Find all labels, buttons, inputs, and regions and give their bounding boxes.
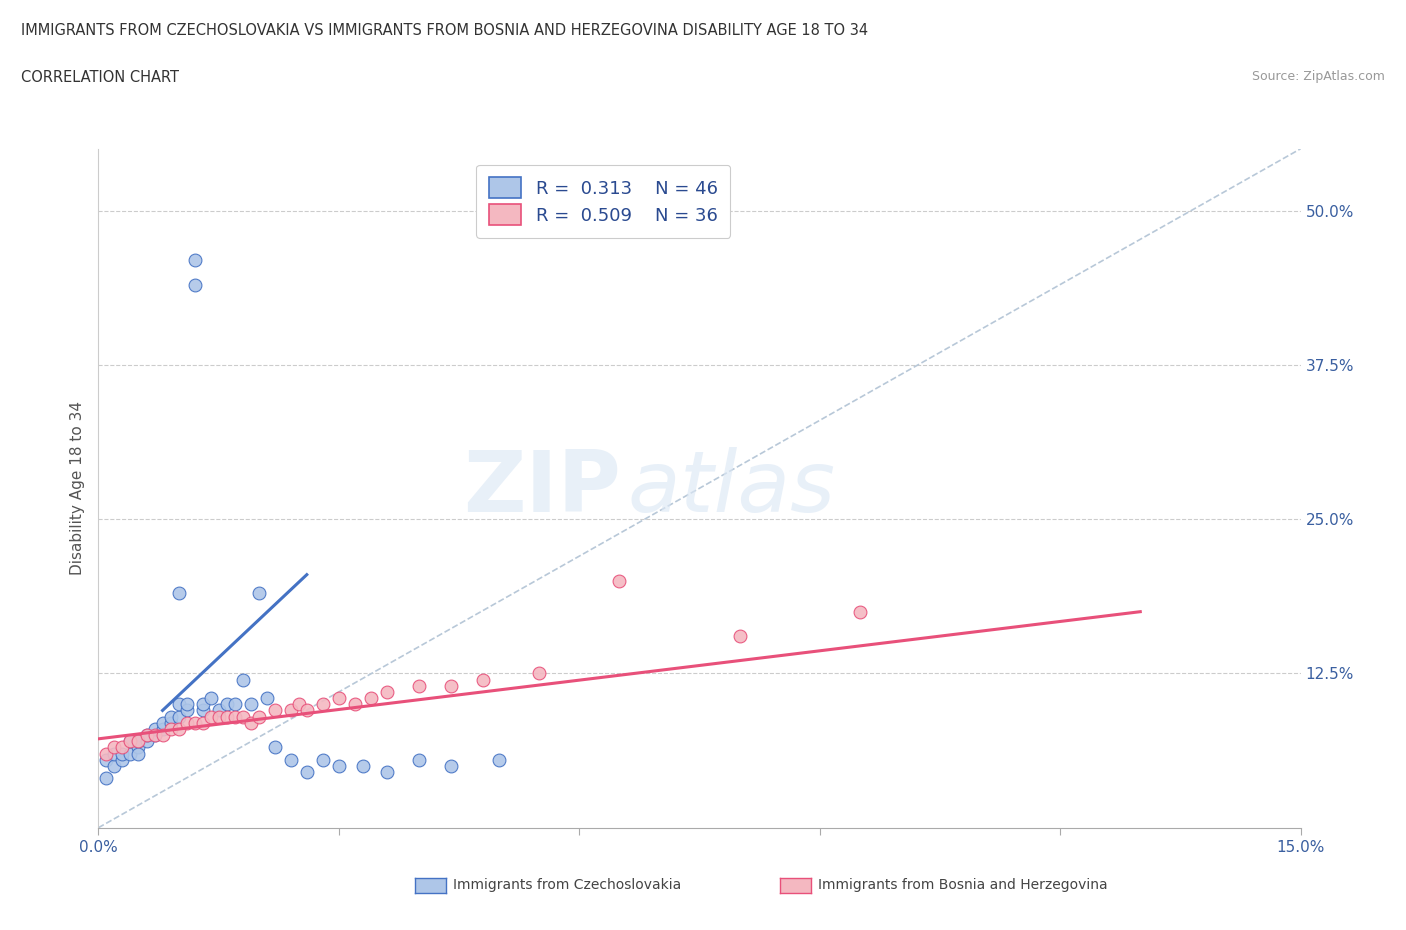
- Point: [143, 727, 166, 742]
- Point: [360, 691, 382, 706]
- Point: [328, 691, 350, 706]
- Point: [529, 666, 551, 681]
- Point: [103, 746, 125, 761]
- Point: [128, 734, 150, 749]
- Point: [408, 752, 430, 767]
- Point: [143, 727, 166, 742]
- Legend: R =  0.313    N = 46, R =  0.509    N = 36: R = 0.313 N = 46, R = 0.509 N = 36: [477, 165, 731, 238]
- Point: [408, 678, 430, 693]
- Point: [208, 710, 231, 724]
- Point: [256, 691, 278, 706]
- Point: [440, 678, 463, 693]
- Point: [849, 604, 872, 619]
- Point: [103, 740, 125, 755]
- Point: [167, 586, 190, 601]
- Y-axis label: Disability Age 18 to 34: Disability Age 18 to 34: [69, 401, 84, 576]
- Point: [472, 672, 495, 687]
- Point: [280, 752, 302, 767]
- Point: [167, 722, 190, 737]
- Point: [232, 672, 254, 687]
- Point: [96, 746, 118, 761]
- Point: [215, 710, 238, 724]
- Point: [143, 722, 166, 737]
- Point: [263, 703, 285, 718]
- Point: [167, 710, 190, 724]
- Point: [200, 710, 222, 724]
- Point: [128, 734, 150, 749]
- Point: [191, 715, 214, 730]
- Point: [128, 746, 150, 761]
- Point: [247, 586, 270, 601]
- Point: [375, 764, 398, 779]
- Point: [120, 734, 142, 749]
- Text: Immigrants from Bosnia and Herzegovina: Immigrants from Bosnia and Herzegovina: [818, 878, 1108, 893]
- Point: [191, 703, 214, 718]
- Point: [176, 703, 198, 718]
- Text: atlas: atlas: [627, 446, 835, 530]
- Point: [375, 684, 398, 699]
- Point: [183, 277, 205, 292]
- Point: [135, 727, 157, 742]
- Point: [224, 697, 246, 711]
- Point: [183, 252, 205, 267]
- Text: Immigrants from Czechoslovakia: Immigrants from Czechoslovakia: [453, 878, 681, 893]
- Point: [183, 715, 205, 730]
- Text: IMMIGRANTS FROM CZECHOSLOVAKIA VS IMMIGRANTS FROM BOSNIA AND HERZEGOVINA DISABIL: IMMIGRANTS FROM CZECHOSLOVAKIA VS IMMIGR…: [21, 23, 869, 38]
- Point: [176, 697, 198, 711]
- Point: [312, 752, 335, 767]
- Point: [440, 759, 463, 774]
- Point: [343, 697, 366, 711]
- Point: [208, 703, 231, 718]
- Point: [232, 710, 254, 724]
- Point: [247, 710, 270, 724]
- Point: [111, 740, 134, 755]
- Point: [215, 697, 238, 711]
- Point: [312, 697, 335, 711]
- Point: [263, 740, 285, 755]
- Point: [96, 752, 118, 767]
- Point: [352, 759, 374, 774]
- Point: [111, 752, 134, 767]
- Point: [167, 697, 190, 711]
- Text: CORRELATION CHART: CORRELATION CHART: [21, 70, 179, 85]
- Point: [96, 771, 118, 786]
- Point: [103, 759, 125, 774]
- Text: ZIP: ZIP: [464, 446, 621, 530]
- Point: [128, 740, 150, 755]
- Point: [152, 715, 174, 730]
- Text: Source: ZipAtlas.com: Source: ZipAtlas.com: [1251, 70, 1385, 83]
- Point: [200, 691, 222, 706]
- Point: [239, 715, 262, 730]
- Point: [135, 734, 157, 749]
- Point: [728, 629, 751, 644]
- Point: [135, 727, 157, 742]
- Point: [120, 746, 142, 761]
- Point: [295, 764, 318, 779]
- Point: [159, 715, 181, 730]
- Point: [152, 722, 174, 737]
- Point: [295, 703, 318, 718]
- Point: [224, 710, 246, 724]
- Point: [609, 574, 631, 589]
- Point: [159, 710, 181, 724]
- Point: [328, 759, 350, 774]
- Point: [176, 715, 198, 730]
- Point: [191, 697, 214, 711]
- Point: [288, 697, 311, 711]
- Point: [159, 722, 181, 737]
- Point: [152, 727, 174, 742]
- Point: [488, 752, 510, 767]
- Point: [239, 697, 262, 711]
- Point: [120, 734, 142, 749]
- Point: [280, 703, 302, 718]
- Point: [111, 746, 134, 761]
